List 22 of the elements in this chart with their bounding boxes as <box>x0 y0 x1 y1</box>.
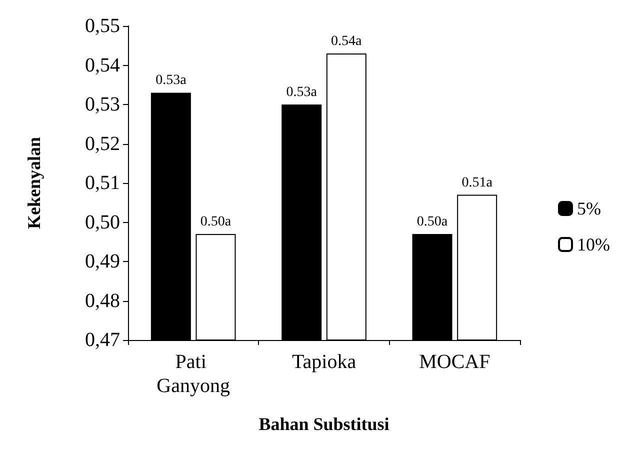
y-tick-label: 0,50 <box>85 211 120 234</box>
data-label: 0.53a <box>286 85 318 100</box>
data-label: 0.54a <box>331 34 363 49</box>
y-tick-label: 0,48 <box>85 290 120 312</box>
data-label: 0.50a <box>416 214 448 230</box>
data-label: 0.51a <box>462 175 494 190</box>
x-tick-label: Pati Ganyong <box>156 351 230 397</box>
x-tick-label: Tapioka <box>292 351 356 373</box>
legend-label: 10% <box>577 234 610 254</box>
y-axis-title: Kekenyalan <box>24 136 44 230</box>
y-tick-label: 0,51 <box>85 172 120 194</box>
y-tick-label: 0,47 <box>85 329 120 351</box>
x-tick-label: MOCAF <box>419 351 490 373</box>
y-tick-label: 0,55 <box>85 15 120 37</box>
y-tick-label: 0,54 <box>85 54 120 76</box>
data-label: 0.50a <box>200 214 232 230</box>
y-tick-label: 0,53 <box>85 94 120 116</box>
data-label: 0.53a <box>156 73 188 88</box>
legend-label: 5% <box>577 198 602 218</box>
y-tick-label: 0,49 <box>85 250 120 272</box>
x-axis-title: Bahan Substitusi <box>258 414 390 434</box>
y-tick-label: 0,52 <box>85 132 120 155</box>
